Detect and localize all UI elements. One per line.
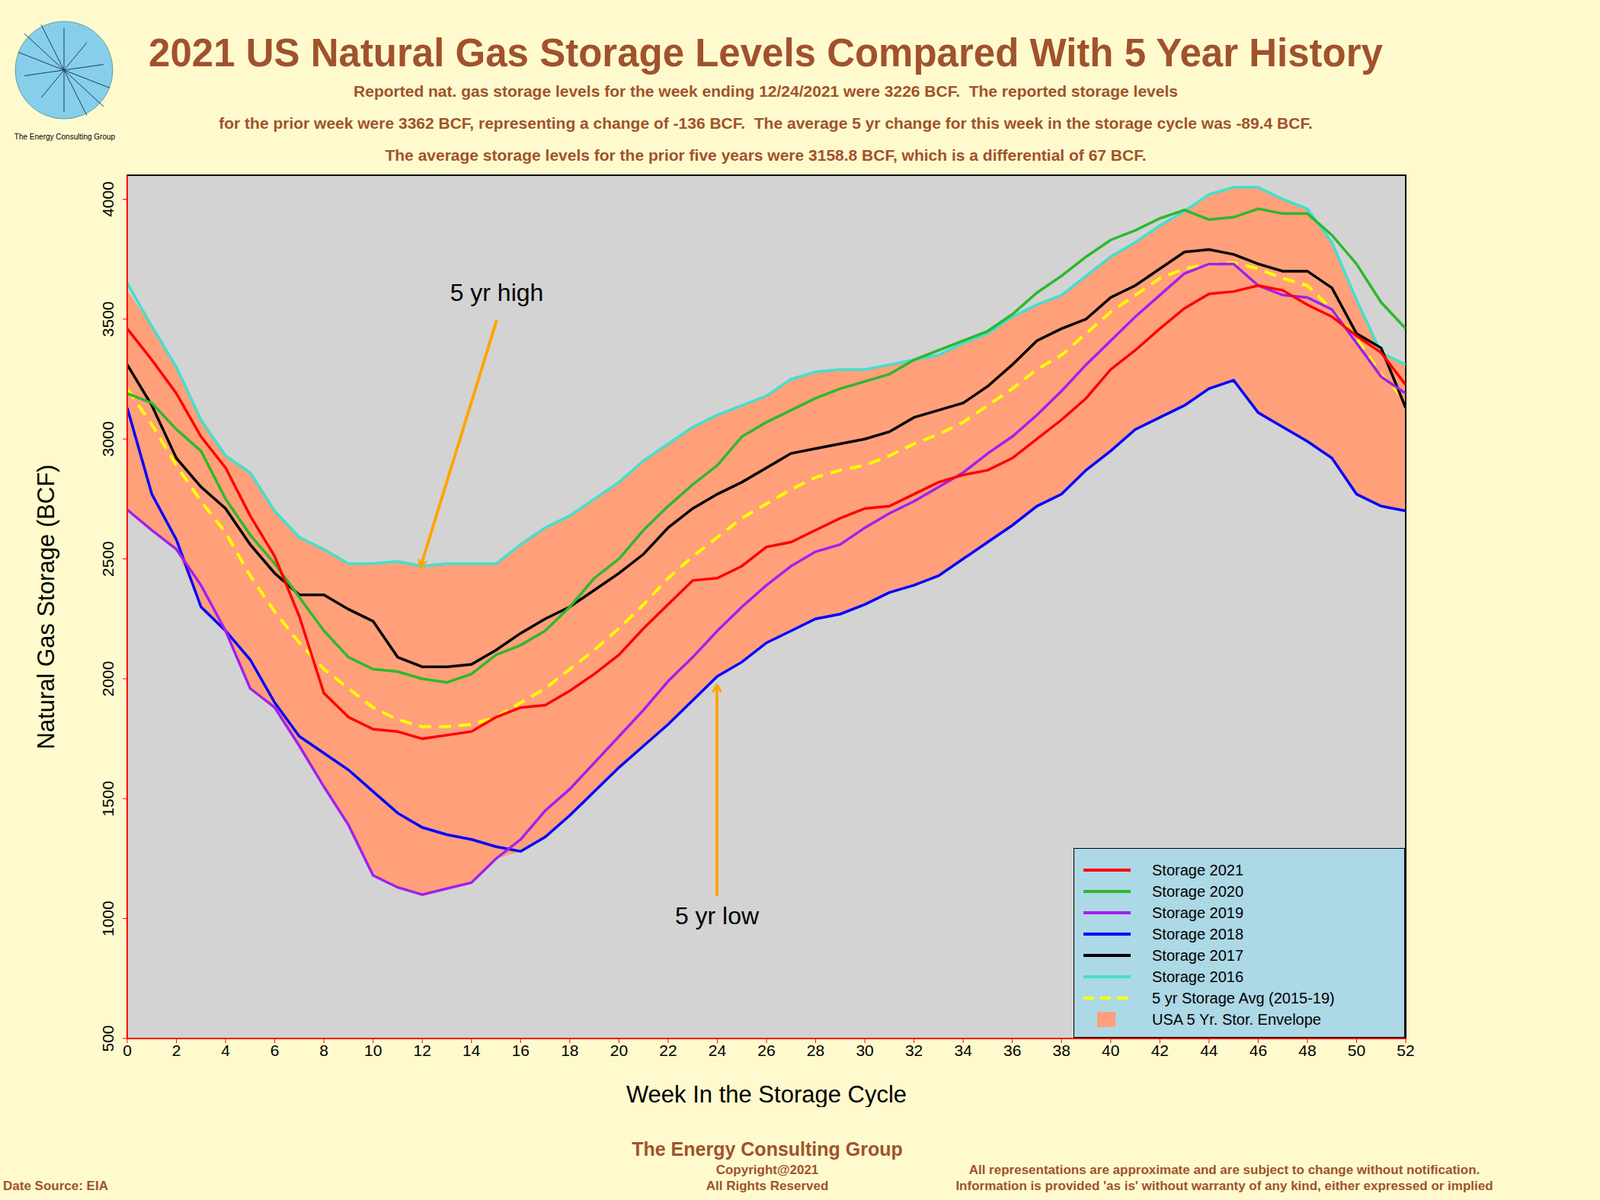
svg-text:24: 24 (708, 1041, 727, 1060)
svg-text:16: 16 (512, 1041, 530, 1060)
svg-text:1000: 1000 (99, 900, 117, 937)
svg-text:14: 14 (462, 1041, 481, 1060)
svg-text:3500: 3500 (99, 300, 117, 337)
svg-text:42: 42 (1151, 1041, 1169, 1060)
svg-text:52: 52 (1396, 1041, 1415, 1060)
svg-text:38: 38 (1052, 1041, 1071, 1060)
svg-text:1500: 1500 (99, 780, 117, 817)
html-text:2021 US Natural Gas Storage Le: 2021 US Natural Gas Storage Levels Compa… (148, 31, 1383, 75)
html-text:5 yr low: 5 yr low (674, 902, 759, 930)
svg-text:18: 18 (560, 1041, 579, 1060)
svg-text:28: 28 (806, 1041, 825, 1060)
html-text:for the prior week were 3362 B: for the prior week were 3362 BCF, repres… (218, 114, 1313, 132)
svg-text:22: 22 (659, 1041, 677, 1060)
html-text:Reported nat. gas storage leve: Reported nat. gas storage levels for the… (353, 82, 1178, 100)
svg-text:12: 12 (413, 1041, 432, 1060)
html-text:Storage 2020: Storage 2020 (1152, 882, 1244, 900)
svg-text:2: 2 (172, 1041, 182, 1060)
svg-text:Week In the Storage Cycle: Week In the Storage Cycle (626, 1081, 907, 1108)
svg-text:20: 20 (610, 1041, 628, 1060)
html-text:5 yr high: 5 yr high (449, 278, 544, 307)
html-text:Information is provided 'as is: Information is provided 'as is' without … (955, 1178, 1494, 1194)
html-text:Storage 2018: Storage 2018 (1152, 925, 1244, 943)
svg-text:44: 44 (1200, 1041, 1219, 1060)
html-text:Storage 2019: Storage 2019 (1152, 904, 1244, 921)
svg-text:6: 6 (270, 1041, 280, 1060)
html-text:The average storage levels for: The average storage levels for the prior… (385, 146, 1147, 164)
html-text:All Rights Reserved: All Rights Reserved (706, 1178, 829, 1194)
html-text:USA 5 Yr. Stor. Envelope: USA 5 Yr. Stor. Envelope (1152, 1010, 1322, 1028)
html-text:The Energy Consulting Group: The Energy Consulting Group (631, 1138, 903, 1160)
svg-text:500: 500 (99, 1024, 117, 1052)
svg-text:32: 32 (905, 1041, 923, 1060)
svg-text:50: 50 (1347, 1041, 1366, 1060)
svg-text:40: 40 (1101, 1041, 1120, 1060)
svg-text:8: 8 (319, 1041, 329, 1060)
svg-text:36: 36 (1003, 1041, 1021, 1060)
svg-text:Natural Gas Storage (BCF): Natural Gas Storage (BCF) (32, 464, 60, 750)
svg-text:34: 34 (953, 1041, 973, 1060)
svg-text:3000: 3000 (99, 421, 117, 458)
svg-text:0: 0 (122, 1041, 132, 1060)
svg-text:10: 10 (364, 1041, 382, 1060)
html-text:The Energy Consulting Group: The Energy Consulting Group (14, 132, 116, 141)
svg-text:2000: 2000 (99, 661, 117, 698)
html-text:Copyright@2021: Copyright@2021 (715, 1162, 819, 1178)
html-text:All representations are approx: All representations are approximate and … (968, 1162, 1480, 1178)
svg-text:2500: 2500 (99, 540, 117, 577)
svg-text:26: 26 (757, 1041, 775, 1060)
svg-text:46: 46 (1249, 1041, 1268, 1060)
html-text:Storage 2017: Storage 2017 (1152, 946, 1244, 964)
html-text:Storage 2021: Storage 2021 (1152, 861, 1244, 879)
html-text:5 yr Storage Avg (2015-19): 5 yr Storage Avg (2015-19) (1152, 989, 1335, 1007)
svg-text:4: 4 (220, 1041, 231, 1060)
svg-text:48: 48 (1298, 1041, 1316, 1060)
html-text:Storage 2016: Storage 2016 (1152, 968, 1244, 985)
svg-text:30: 30 (855, 1041, 874, 1060)
html-text:Date Source: EIA: Date Source: EIA (3, 1178, 109, 1194)
svg-text:4000: 4000 (99, 181, 117, 218)
